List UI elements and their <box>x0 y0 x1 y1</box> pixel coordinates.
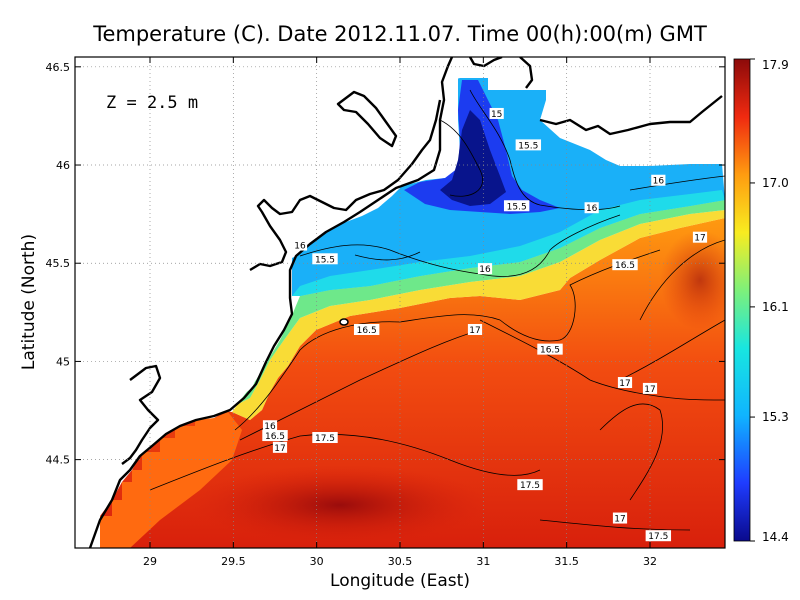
contour-label-box <box>477 263 493 275</box>
land-mask <box>75 57 460 548</box>
contour-label-box <box>612 512 628 524</box>
coastline-east-arm <box>539 95 723 136</box>
temperature-field-green <box>228 200 725 412</box>
contour-label: 17 <box>274 444 285 454</box>
y-tick-label: 44.5 <box>46 454 71 467</box>
contour-label: 17 <box>644 385 655 395</box>
colorbar-tick-label: 16.1 <box>762 300 789 314</box>
coastline-lagoon <box>121 364 162 465</box>
contour-label: 17 <box>614 515 625 525</box>
y-axis-ticks: 44.5 45 45.5 46 46.5 <box>46 61 725 467</box>
colorbar-tick-label: 15.3 <box>762 410 789 424</box>
contour-15-5-mid <box>354 251 421 261</box>
contour-label: 16 <box>653 177 665 187</box>
x-axis-label: Longitude (East) <box>330 571 470 591</box>
contour-17-south <box>599 403 664 501</box>
contour-label: 16 <box>294 242 306 252</box>
contour-label-box <box>612 259 638 271</box>
temperature-field-hot-core <box>190 465 490 545</box>
contour-label-box <box>617 377 633 389</box>
colorbar-tick-label: 14.4 <box>762 530 789 544</box>
contour-label-box <box>584 202 599 214</box>
contour-label-box <box>692 231 708 243</box>
x-tick-label: 31 <box>476 555 490 568</box>
coastline-inlet <box>249 99 442 272</box>
contour-17-5 <box>149 433 541 491</box>
contour-16-north <box>629 175 725 191</box>
grid-lines <box>75 57 725 548</box>
contour-label-box <box>272 441 288 453</box>
colorbar <box>733 58 751 542</box>
contour-label: 15.5 <box>315 255 335 265</box>
contour-label: 17 <box>619 379 630 389</box>
contour-label-box <box>517 479 543 491</box>
contour-label: 16 <box>479 265 491 275</box>
contour-label: 15.5 <box>507 202 527 212</box>
contour-label: 17.5 <box>520 481 540 491</box>
contour-label: 16.5 <box>265 432 285 442</box>
contour-label-box <box>467 323 483 335</box>
contour-label-box <box>503 200 530 212</box>
contour-label: 16.5 <box>540 346 560 356</box>
contour-16-5 <box>234 249 661 431</box>
contour-label-box <box>312 253 338 265</box>
coastline-east-bay <box>519 57 534 89</box>
y-tick-label: 45.5 <box>46 257 71 270</box>
contour-15 <box>439 119 483 197</box>
contour-label-box <box>489 107 504 119</box>
x-tick-label: 29 <box>143 555 157 568</box>
contour-17-5-south <box>539 519 691 531</box>
contour-label: 17.5 <box>315 434 335 444</box>
colorbar-tick-label: 17.0 <box>762 176 789 190</box>
chart-title: Temperature (C). Date 2012.11.07. Time 0… <box>92 22 707 46</box>
contour-label-box <box>537 343 563 355</box>
contour-label: 16 <box>264 422 276 432</box>
x-tick-label: 29.5 <box>221 555 246 568</box>
contour-label-box <box>262 420 278 432</box>
island <box>339 318 349 326</box>
contour-label: 16.5 <box>357 326 377 336</box>
x-tick-label: 31.5 <box>554 555 579 568</box>
contour-warm-pocket <box>619 319 725 381</box>
x-tick-label: 30 <box>310 555 324 568</box>
contour-label: 16.5 <box>615 261 635 271</box>
contour-label-box <box>262 430 288 442</box>
colorbar-ticks: 17.9 17.0 16.1 15.3 14.4 <box>750 58 789 544</box>
contour-label: 17.5 <box>648 532 668 542</box>
coastal-warm-strip <box>100 412 242 548</box>
contour-label: 16 <box>586 204 598 214</box>
y-tick-label: 46.5 <box>46 61 71 74</box>
y-tick-label: 45 <box>56 355 70 368</box>
y-axis-label: Latitude (North) <box>19 234 39 370</box>
colorbar-tick-label: 17.9 <box>762 58 789 72</box>
coastline-north-spit <box>468 57 503 68</box>
x-tick-label: 32 <box>643 555 657 568</box>
contour-label-box <box>651 174 666 186</box>
contour-label: 15.5 <box>518 141 538 151</box>
temperature-field-coldest <box>440 110 506 206</box>
depth-annotation: Z = 2.5 m <box>106 93 198 113</box>
contour-label-box <box>312 432 338 444</box>
x-axis-ticks: 29 29.5 30 30.5 31 31.5 32 <box>143 57 657 568</box>
contour-label-box <box>515 139 542 151</box>
contour-17-north <box>479 319 725 401</box>
coastline-lake-north <box>336 90 398 148</box>
contour-label-box <box>642 382 658 394</box>
y-tick-label: 46 <box>56 159 70 172</box>
contour-17-east <box>639 239 725 321</box>
temperature-field-mid <box>232 210 725 420</box>
x-tick-label: 30.5 <box>388 555 413 568</box>
contour-label-box <box>292 239 308 251</box>
contour-label: 17 <box>469 326 480 336</box>
contour-label-box <box>353 323 380 335</box>
contour-label-box <box>645 530 672 542</box>
contour-label: 15 <box>491 110 502 120</box>
contour-label: 17 <box>694 234 705 244</box>
coastline-main <box>88 57 454 548</box>
temperature-field-hot-east <box>660 230 725 330</box>
temperature-field-warm <box>100 218 725 548</box>
